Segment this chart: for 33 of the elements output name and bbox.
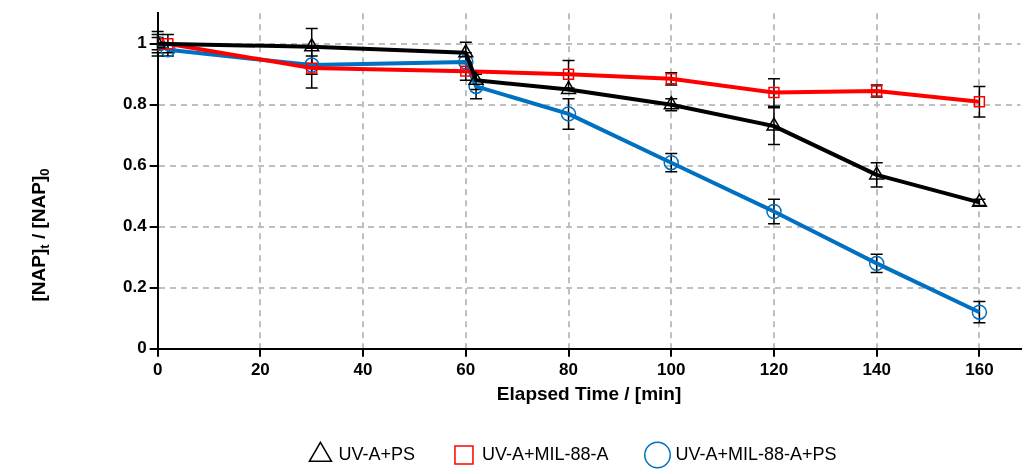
point bbox=[768, 86, 780, 99]
y-tick-label: 0 bbox=[137, 338, 147, 358]
x-tick-label: 160 bbox=[965, 359, 994, 379]
point bbox=[766, 117, 782, 131]
x-tick-label: 20 bbox=[250, 359, 270, 379]
y-tick-label: 0.6 bbox=[122, 155, 147, 175]
x-tick-label: 120 bbox=[759, 359, 789, 379]
point bbox=[468, 71, 484, 86]
point bbox=[971, 304, 988, 320]
y-tick-label: 0.4 bbox=[122, 216, 148, 236]
x-tick-label: 140 bbox=[862, 359, 891, 379]
y-tick-label: 0.2 bbox=[122, 277, 147, 297]
point bbox=[562, 68, 575, 80]
point bbox=[973, 95, 986, 108]
point bbox=[766, 203, 782, 220]
y-tick-label: 1 bbox=[137, 33, 147, 53]
x-tick-label: 60 bbox=[456, 359, 476, 379]
x-tick-label: 0 bbox=[152, 359, 163, 379]
point bbox=[869, 166, 885, 180]
legend-label: UV-A+MIL-88-A+PS bbox=[675, 443, 837, 464]
x-axis-title: Elapsed Time / [min] bbox=[496, 382, 682, 404]
point bbox=[971, 193, 988, 208]
y-tick-label: 0.8 bbox=[122, 94, 147, 114]
x-tick-label: 40 bbox=[353, 359, 373, 379]
point bbox=[306, 62, 318, 74]
legend-label: UV-A+MIL-88-A bbox=[481, 443, 609, 464]
point bbox=[304, 38, 320, 52]
x-tick-label: 80 bbox=[559, 359, 578, 379]
x-tick-label: 100 bbox=[657, 359, 686, 379]
point bbox=[458, 44, 474, 58]
point bbox=[560, 80, 577, 95]
legend-label: UV-A+PS bbox=[338, 443, 415, 464]
point bbox=[560, 106, 577, 122]
